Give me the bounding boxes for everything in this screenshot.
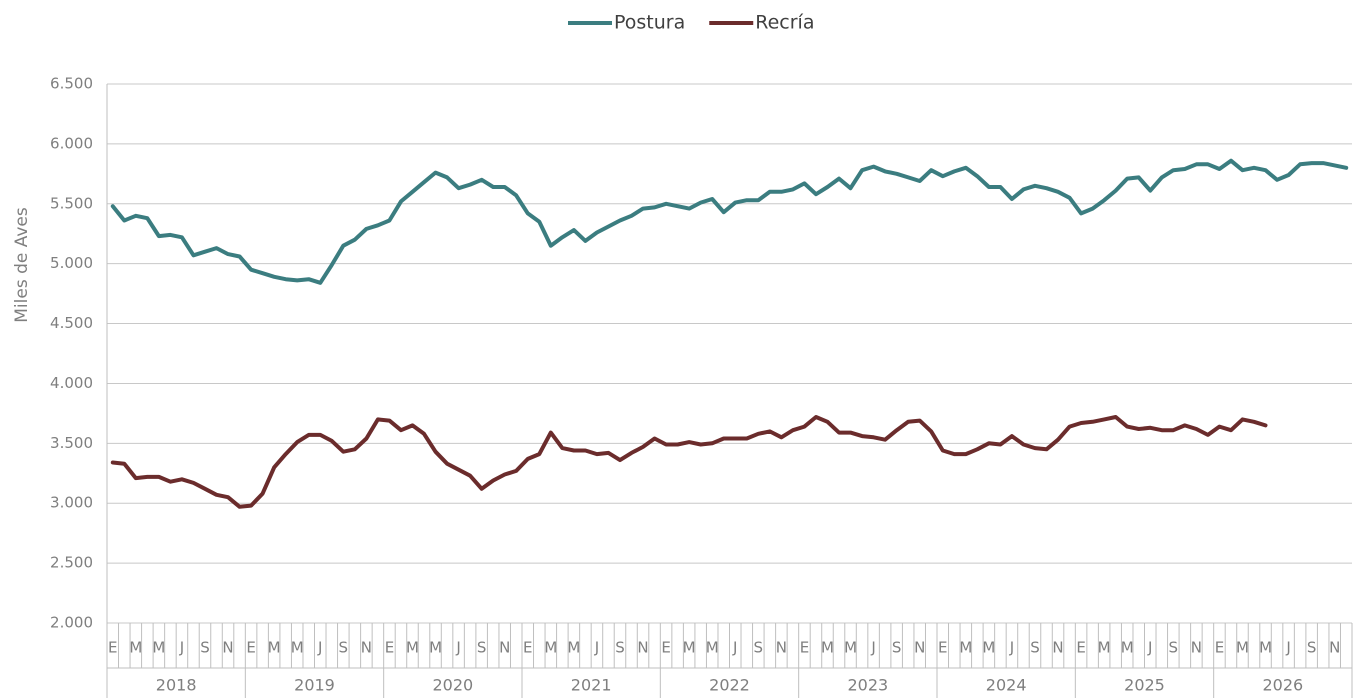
- y-tick-label: 5.000: [50, 254, 93, 272]
- x-tick-label: M: [821, 639, 834, 657]
- x-tick-label: M: [429, 639, 442, 657]
- legend: Postura Recría: [568, 12, 814, 34]
- x-group-label: 2025: [1124, 676, 1165, 695]
- x-tick-label: N: [1052, 639, 1063, 657]
- x-tick-label: N: [776, 639, 787, 657]
- x-tick-label: M: [406, 639, 419, 657]
- x-tick-label: S: [1307, 639, 1317, 657]
- y-tick-label: 6.000: [50, 134, 93, 152]
- x-group-label: 2019: [294, 676, 335, 695]
- x-group-label: 2026: [1262, 676, 1303, 695]
- x-tick-label: N: [637, 639, 648, 657]
- y-tick-label: 6.500: [50, 75, 93, 93]
- x-tick-label: J: [732, 639, 737, 657]
- x-tick-label: S: [477, 639, 487, 657]
- x-tick-label: S: [615, 639, 625, 657]
- x-tick-label: S: [339, 639, 349, 657]
- x-tick-label: M: [129, 639, 142, 657]
- x-tick-label: N: [361, 639, 372, 657]
- legend-label: Recría: [755, 12, 814, 34]
- x-group-label: 2021: [571, 676, 612, 695]
- y-tick-label: 3.500: [50, 434, 93, 452]
- x-group-label: 2018: [156, 676, 197, 695]
- x-tick-label: S: [892, 639, 902, 657]
- y-axis-title: Miles de Aves: [12, 207, 32, 323]
- x-tick-label: E: [385, 639, 394, 657]
- x-tick-label: E: [800, 639, 809, 657]
- x-tick-label: E: [938, 639, 947, 657]
- y-tick-label: 2.500: [50, 554, 93, 572]
- x-tick-label: E: [523, 639, 532, 657]
- x-tick-label: S: [1169, 639, 1179, 657]
- x-group-label: 2024: [986, 676, 1027, 695]
- y-tick-label: 5.500: [50, 194, 93, 212]
- x-tick-label: E: [246, 639, 255, 657]
- x-group-label: 2023: [847, 676, 888, 695]
- x-tick-label: J: [179, 639, 184, 657]
- x-tick-label: M: [959, 639, 972, 657]
- y-tick-label: 3.000: [50, 494, 93, 512]
- x-tick-label: E: [1076, 639, 1085, 657]
- x-tick-label: M: [982, 639, 995, 657]
- x-tick-label: J: [1147, 639, 1152, 657]
- y-tick-label: 4.000: [50, 374, 93, 392]
- x-tick-label: S: [1030, 639, 1040, 657]
- y-tick-label: 2.000: [50, 614, 93, 632]
- x-tick-label: S: [200, 639, 210, 657]
- x-tick-label: J: [1285, 639, 1290, 657]
- x-group-label: 2020: [432, 676, 473, 695]
- x-tick-label: N: [1191, 639, 1202, 657]
- x-tick-label: N: [914, 639, 925, 657]
- x-tick-label: E: [108, 639, 117, 657]
- x-tick-label: M: [268, 639, 281, 657]
- x-tick-label: M: [152, 639, 165, 657]
- x-tick-label: E: [661, 639, 670, 657]
- x-tick-label: M: [291, 639, 304, 657]
- x-group-label: 2022: [709, 676, 750, 695]
- x-tick-label: M: [1236, 639, 1249, 657]
- x-tick-label: M: [1259, 639, 1272, 657]
- x-tick-label: M: [706, 639, 719, 657]
- x-tick-label: E: [1215, 639, 1224, 657]
- x-tick-label: J: [1009, 639, 1014, 657]
- x-tick-label: N: [1329, 639, 1340, 657]
- series-line: [110, 415, 1268, 509]
- series-line: [110, 158, 1349, 285]
- x-tick-label: N: [499, 639, 510, 657]
- x-tick-label: M: [544, 639, 557, 657]
- x-tick-label: N: [222, 639, 233, 657]
- y-tick-label: 4.500: [50, 314, 93, 332]
- x-tick-label: M: [844, 639, 857, 657]
- x-tick-label: M: [1121, 639, 1134, 657]
- x-tick-label: M: [1098, 639, 1111, 657]
- x-tick-label: J: [455, 639, 460, 657]
- x-tick-label: J: [317, 639, 322, 657]
- x-tick-label: J: [870, 639, 875, 657]
- x-tick-label: S: [754, 639, 764, 657]
- legend-label: Postura: [614, 12, 685, 34]
- x-tick-label: J: [594, 639, 599, 657]
- x-tick-label: M: [683, 639, 696, 657]
- x-tick-label: M: [567, 639, 580, 657]
